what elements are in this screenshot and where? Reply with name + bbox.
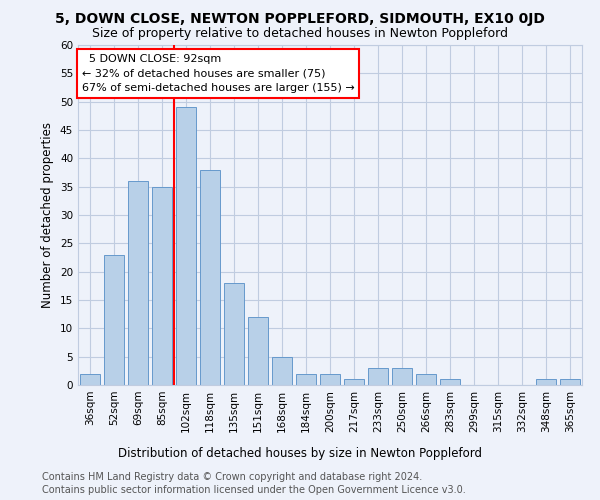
Bar [152,186,172,385]
Bar [296,374,316,385]
Bar [104,254,124,385]
Bar [320,374,340,385]
Text: Contains HM Land Registry data © Crown copyright and database right 2024.: Contains HM Land Registry data © Crown c… [42,472,422,482]
Bar [176,108,196,385]
Text: Distribution of detached houses by size in Newton Poppleford: Distribution of detached houses by size … [118,448,482,460]
Bar [440,380,460,385]
Bar [368,368,388,385]
Bar [200,170,220,385]
Bar [416,374,436,385]
Bar [560,380,580,385]
Bar [272,356,292,385]
Text: Size of property relative to detached houses in Newton Poppleford: Size of property relative to detached ho… [92,28,508,40]
Bar [536,380,556,385]
Bar [248,317,268,385]
Text: 5 DOWN CLOSE: 92sqm
← 32% of detached houses are smaller (75)
67% of semi-detach: 5 DOWN CLOSE: 92sqm ← 32% of detached ho… [82,54,355,93]
Bar [344,380,364,385]
Y-axis label: Number of detached properties: Number of detached properties [41,122,55,308]
Text: Contains public sector information licensed under the Open Government Licence v3: Contains public sector information licen… [42,485,466,495]
Bar [392,368,412,385]
Bar [80,374,100,385]
Bar [128,181,148,385]
Text: 5, DOWN CLOSE, NEWTON POPPLEFORD, SIDMOUTH, EX10 0JD: 5, DOWN CLOSE, NEWTON POPPLEFORD, SIDMOU… [55,12,545,26]
Bar [224,283,244,385]
